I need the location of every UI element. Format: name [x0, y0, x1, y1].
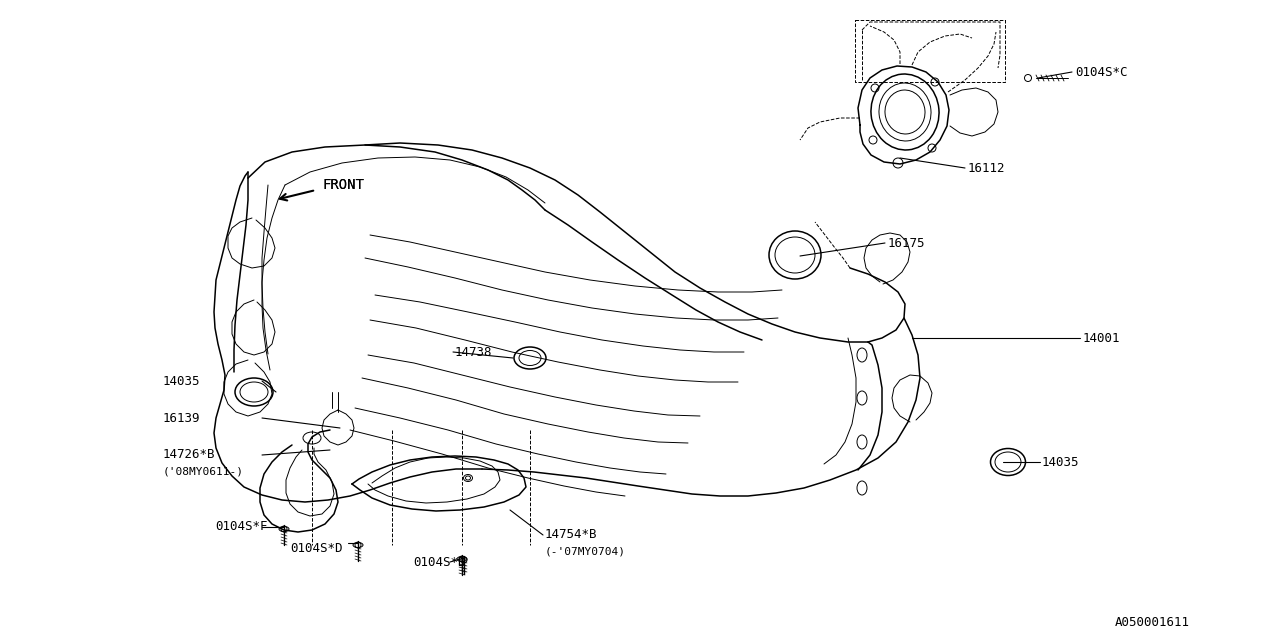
- Text: 0104S*D: 0104S*D: [291, 541, 343, 554]
- Text: 0104S*F: 0104S*F: [215, 520, 268, 534]
- Text: 14001: 14001: [1083, 332, 1120, 344]
- Text: 14738: 14738: [454, 346, 493, 358]
- Text: 14754*B: 14754*B: [545, 529, 598, 541]
- Text: 16139: 16139: [163, 412, 201, 424]
- Text: 16175: 16175: [888, 237, 925, 250]
- Text: (-'07MY0704): (-'07MY0704): [545, 547, 626, 557]
- Text: A050001611: A050001611: [1115, 616, 1190, 628]
- Text: ('08MY0611-): ('08MY0611-): [163, 467, 244, 477]
- Text: 16112: 16112: [968, 161, 1006, 175]
- Text: 14035: 14035: [1042, 456, 1079, 468]
- Text: 0104S*D: 0104S*D: [413, 556, 466, 568]
- Text: 14035: 14035: [163, 374, 201, 387]
- Text: 0104S*C: 0104S*C: [1075, 65, 1128, 79]
- Text: FRONT: FRONT: [323, 178, 364, 192]
- Text: FRONT: FRONT: [323, 178, 364, 192]
- Text: 14726*B: 14726*B: [163, 449, 215, 461]
